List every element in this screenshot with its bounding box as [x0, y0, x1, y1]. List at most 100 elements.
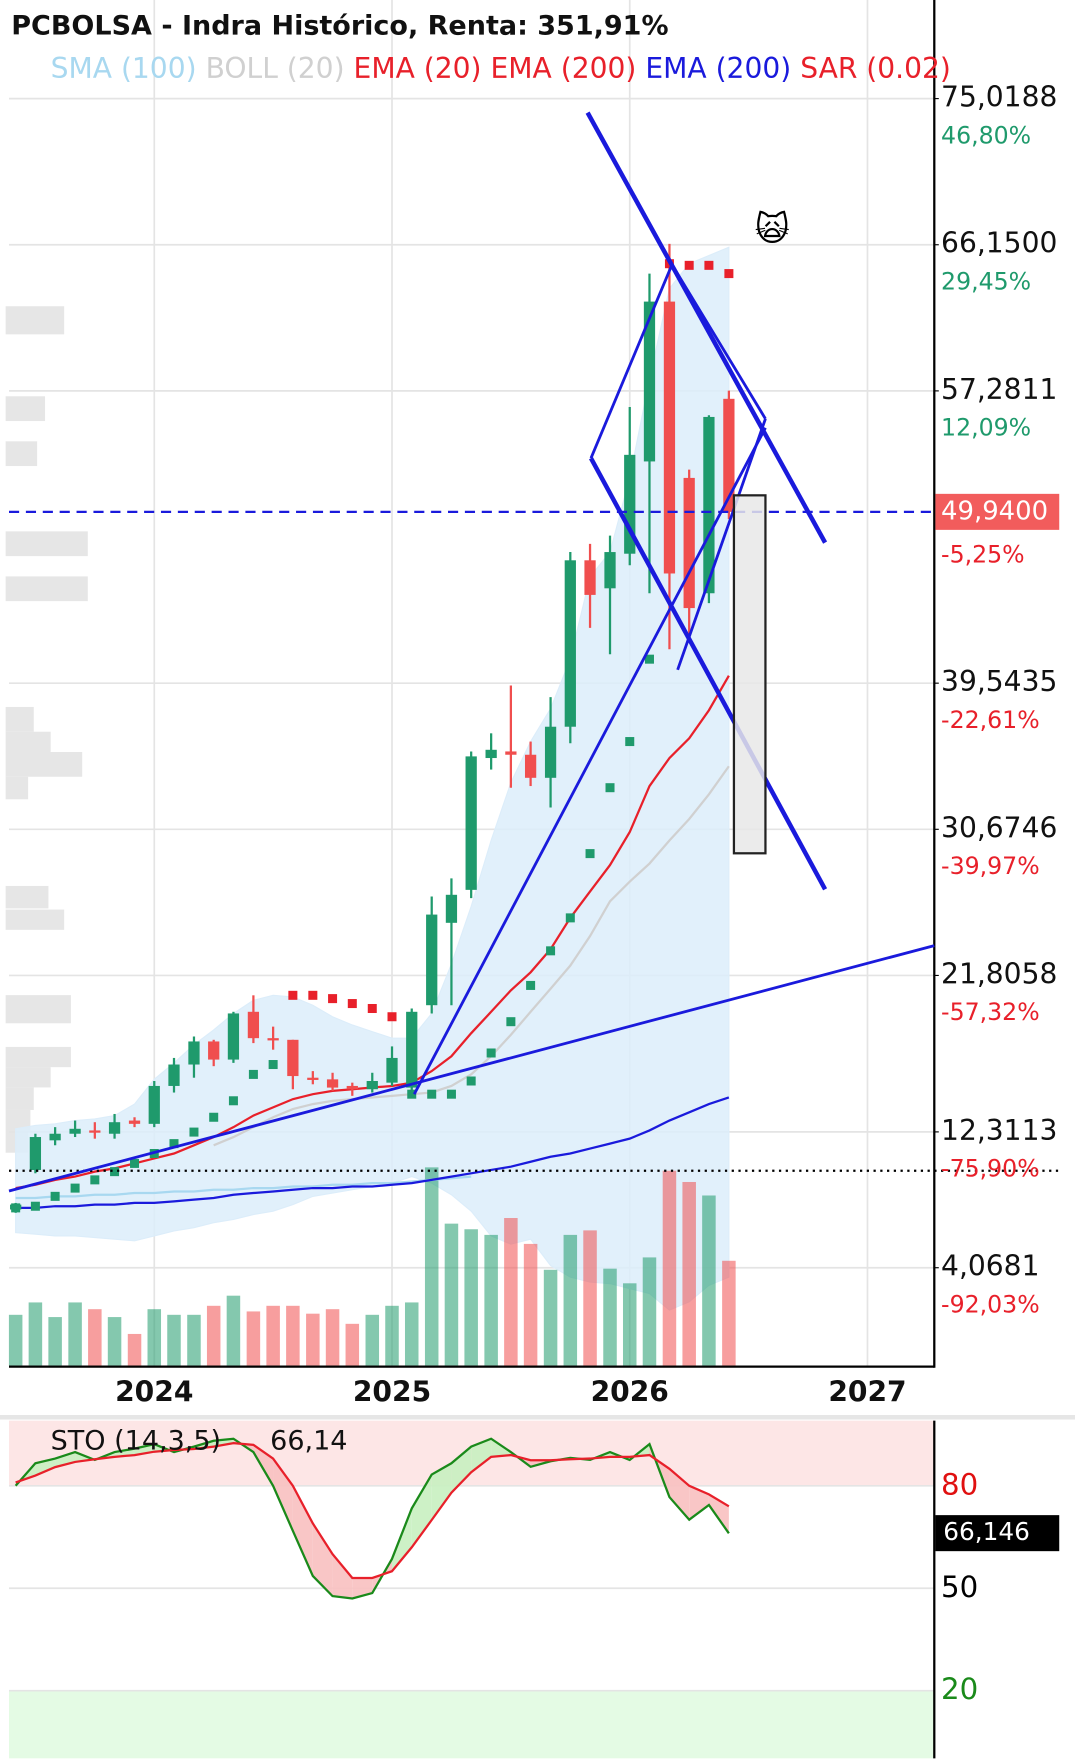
y-tick-label: 30,6746: [941, 811, 1057, 844]
sar-dot: [90, 1175, 100, 1185]
x-tick-label: 2026: [591, 1376, 669, 1409]
profile-bar: [5, 306, 65, 335]
x-tick-label: 2025: [353, 1376, 431, 1409]
sto-fill: [332, 1554, 353, 1599]
sar-dot: [585, 849, 595, 859]
sar-dot: [189, 1127, 199, 1137]
candle-body: [366, 1081, 378, 1090]
sar-dot: [367, 1003, 377, 1014]
volume-bar: [424, 1167, 439, 1366]
volume-bar: [385, 1305, 399, 1366]
volume-bar: [464, 1229, 478, 1366]
price-panel: [8, 0, 1059, 1367]
sar-dot: [466, 1076, 476, 1086]
volume-bar: [48, 1317, 62, 1366]
candle-body: [426, 914, 438, 1006]
volume-bar: [167, 1314, 181, 1366]
candle-body: [584, 560, 596, 595]
volume-bar: [603, 1268, 617, 1366]
trend-line: [8, 944, 935, 1193]
profile-bar: [5, 706, 34, 732]
sar-dot: [644, 654, 654, 664]
sar-dot: [209, 1112, 219, 1122]
y-tick-change: -92,03%: [941, 1291, 1040, 1319]
volume-bar: [206, 1305, 221, 1366]
sto-fill: [669, 1468, 690, 1520]
oversold-zone: [9, 1690, 935, 1759]
volume-bar: [226, 1295, 241, 1366]
sto-fill: [411, 1474, 432, 1548]
candle-body: [386, 1057, 398, 1083]
sar-dot: [446, 1089, 456, 1099]
candle-body: [128, 1120, 141, 1124]
candle-body: [346, 1085, 358, 1090]
candle-body: [544, 726, 557, 778]
legend: SMA (100) BOLL (20) EMA (20) EMA (200) EMA (…: [51, 52, 951, 85]
candle-body: [703, 416, 715, 594]
current-box: [935, 1515, 1060, 1552]
y-tick-label: 20: [941, 1672, 978, 1706]
sar-dot: [288, 990, 298, 1000]
sto-fill: [431, 1463, 452, 1520]
sar-dot: [248, 1069, 258, 1079]
profile-bar: [5, 1067, 51, 1088]
legend-entry: EMA (20): [354, 52, 482, 85]
profile-bar: [5, 776, 29, 800]
volume-bar: [702, 1195, 716, 1366]
sar-dot: [704, 260, 714, 270]
candle-body: [643, 301, 656, 462]
candle-body: [49, 1133, 61, 1141]
sar-dot: [308, 990, 318, 1000]
volume-bar: [325, 1309, 340, 1366]
legend-entry: SAR (0.02): [800, 52, 951, 85]
trend-line: [412, 427, 767, 1095]
candle-body: [108, 1122, 121, 1134]
panel-separator: [0, 1414, 1075, 1420]
volume-bar: [662, 1170, 677, 1366]
sar-dot: [546, 946, 556, 956]
candle-body: [445, 894, 458, 923]
legend-entry: EMA (200): [645, 52, 791, 85]
volume-bar: [365, 1314, 380, 1366]
candle-body: [485, 749, 497, 759]
volume-bar: [563, 1234, 578, 1366]
y-tick-change: -57,32%: [941, 998, 1040, 1026]
candle-body: [29, 1137, 42, 1170]
y-tick-label: 80: [941, 1467, 978, 1501]
volume-bar: [622, 1283, 637, 1366]
candle-body: [624, 454, 636, 554]
profile-bar: [5, 396, 46, 422]
sto-fill: [689, 1485, 709, 1520]
y-tick-label: 57,2811: [941, 373, 1057, 406]
y-tick-change: -22,61%: [941, 706, 1040, 734]
volume-bar: [246, 1311, 261, 1366]
volume-bar: [583, 1230, 597, 1366]
volume-bar: [8, 1314, 23, 1366]
candle-body: [524, 754, 537, 778]
y-tick-label: 50: [941, 1570, 978, 1604]
last-price-change: -5,25%: [941, 540, 1025, 568]
volume-profile: [5, 306, 88, 1153]
sar-dot: [506, 1017, 516, 1027]
sto-fill: [55, 1452, 76, 1468]
candle-body: [307, 1077, 319, 1080]
sto-fill: [451, 1446, 472, 1493]
candle-body: [287, 1039, 299, 1077]
y-tick-label: 66,1500: [941, 227, 1057, 260]
candle-body: [148, 1085, 160, 1124]
candle-body: [89, 1130, 101, 1133]
sar-dot: [11, 1203, 21, 1213]
sar-dot: [486, 1048, 496, 1058]
sar-dot: [169, 1139, 179, 1149]
volume-bar: [28, 1302, 43, 1366]
chart-title: PCBOLSA - Indra Histórico, Renta: 351,91…: [11, 11, 668, 42]
candle-body: [723, 398, 735, 512]
trend-line: [589, 264, 674, 459]
volume-bar: [266, 1305, 280, 1366]
sar-dot: [70, 1183, 80, 1193]
profile-bar: [5, 995, 71, 1024]
profile-bar: [5, 1087, 34, 1110]
y-tick-change: 29,45%: [941, 268, 1031, 296]
candle-body: [267, 1038, 279, 1041]
